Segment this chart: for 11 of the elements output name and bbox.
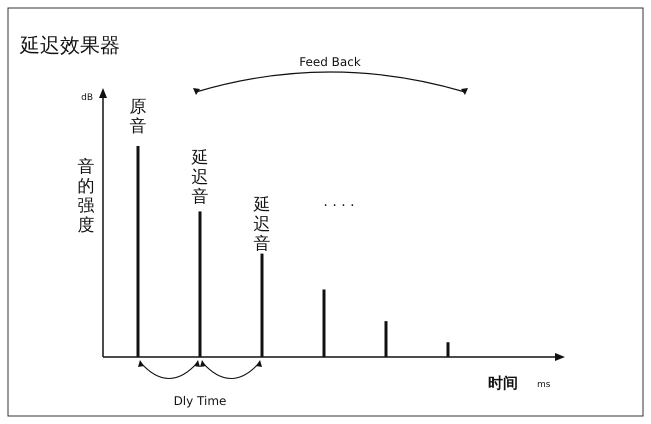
annotation: 延迟音 [254,195,270,254]
annotation: 原音 [130,97,146,137]
xlabel: 时间 [488,374,518,392]
title: 延迟效果器 [20,33,120,57]
annotation: · · · · [323,198,355,214]
annotation: Feed Back [299,55,361,69]
annotation: ms [537,380,550,390]
annotation: dB [81,93,93,103]
ylabel: 音的强度 [78,157,94,236]
annotation: 延迟音 [192,148,208,208]
annotation: Dly Time [174,394,226,408]
